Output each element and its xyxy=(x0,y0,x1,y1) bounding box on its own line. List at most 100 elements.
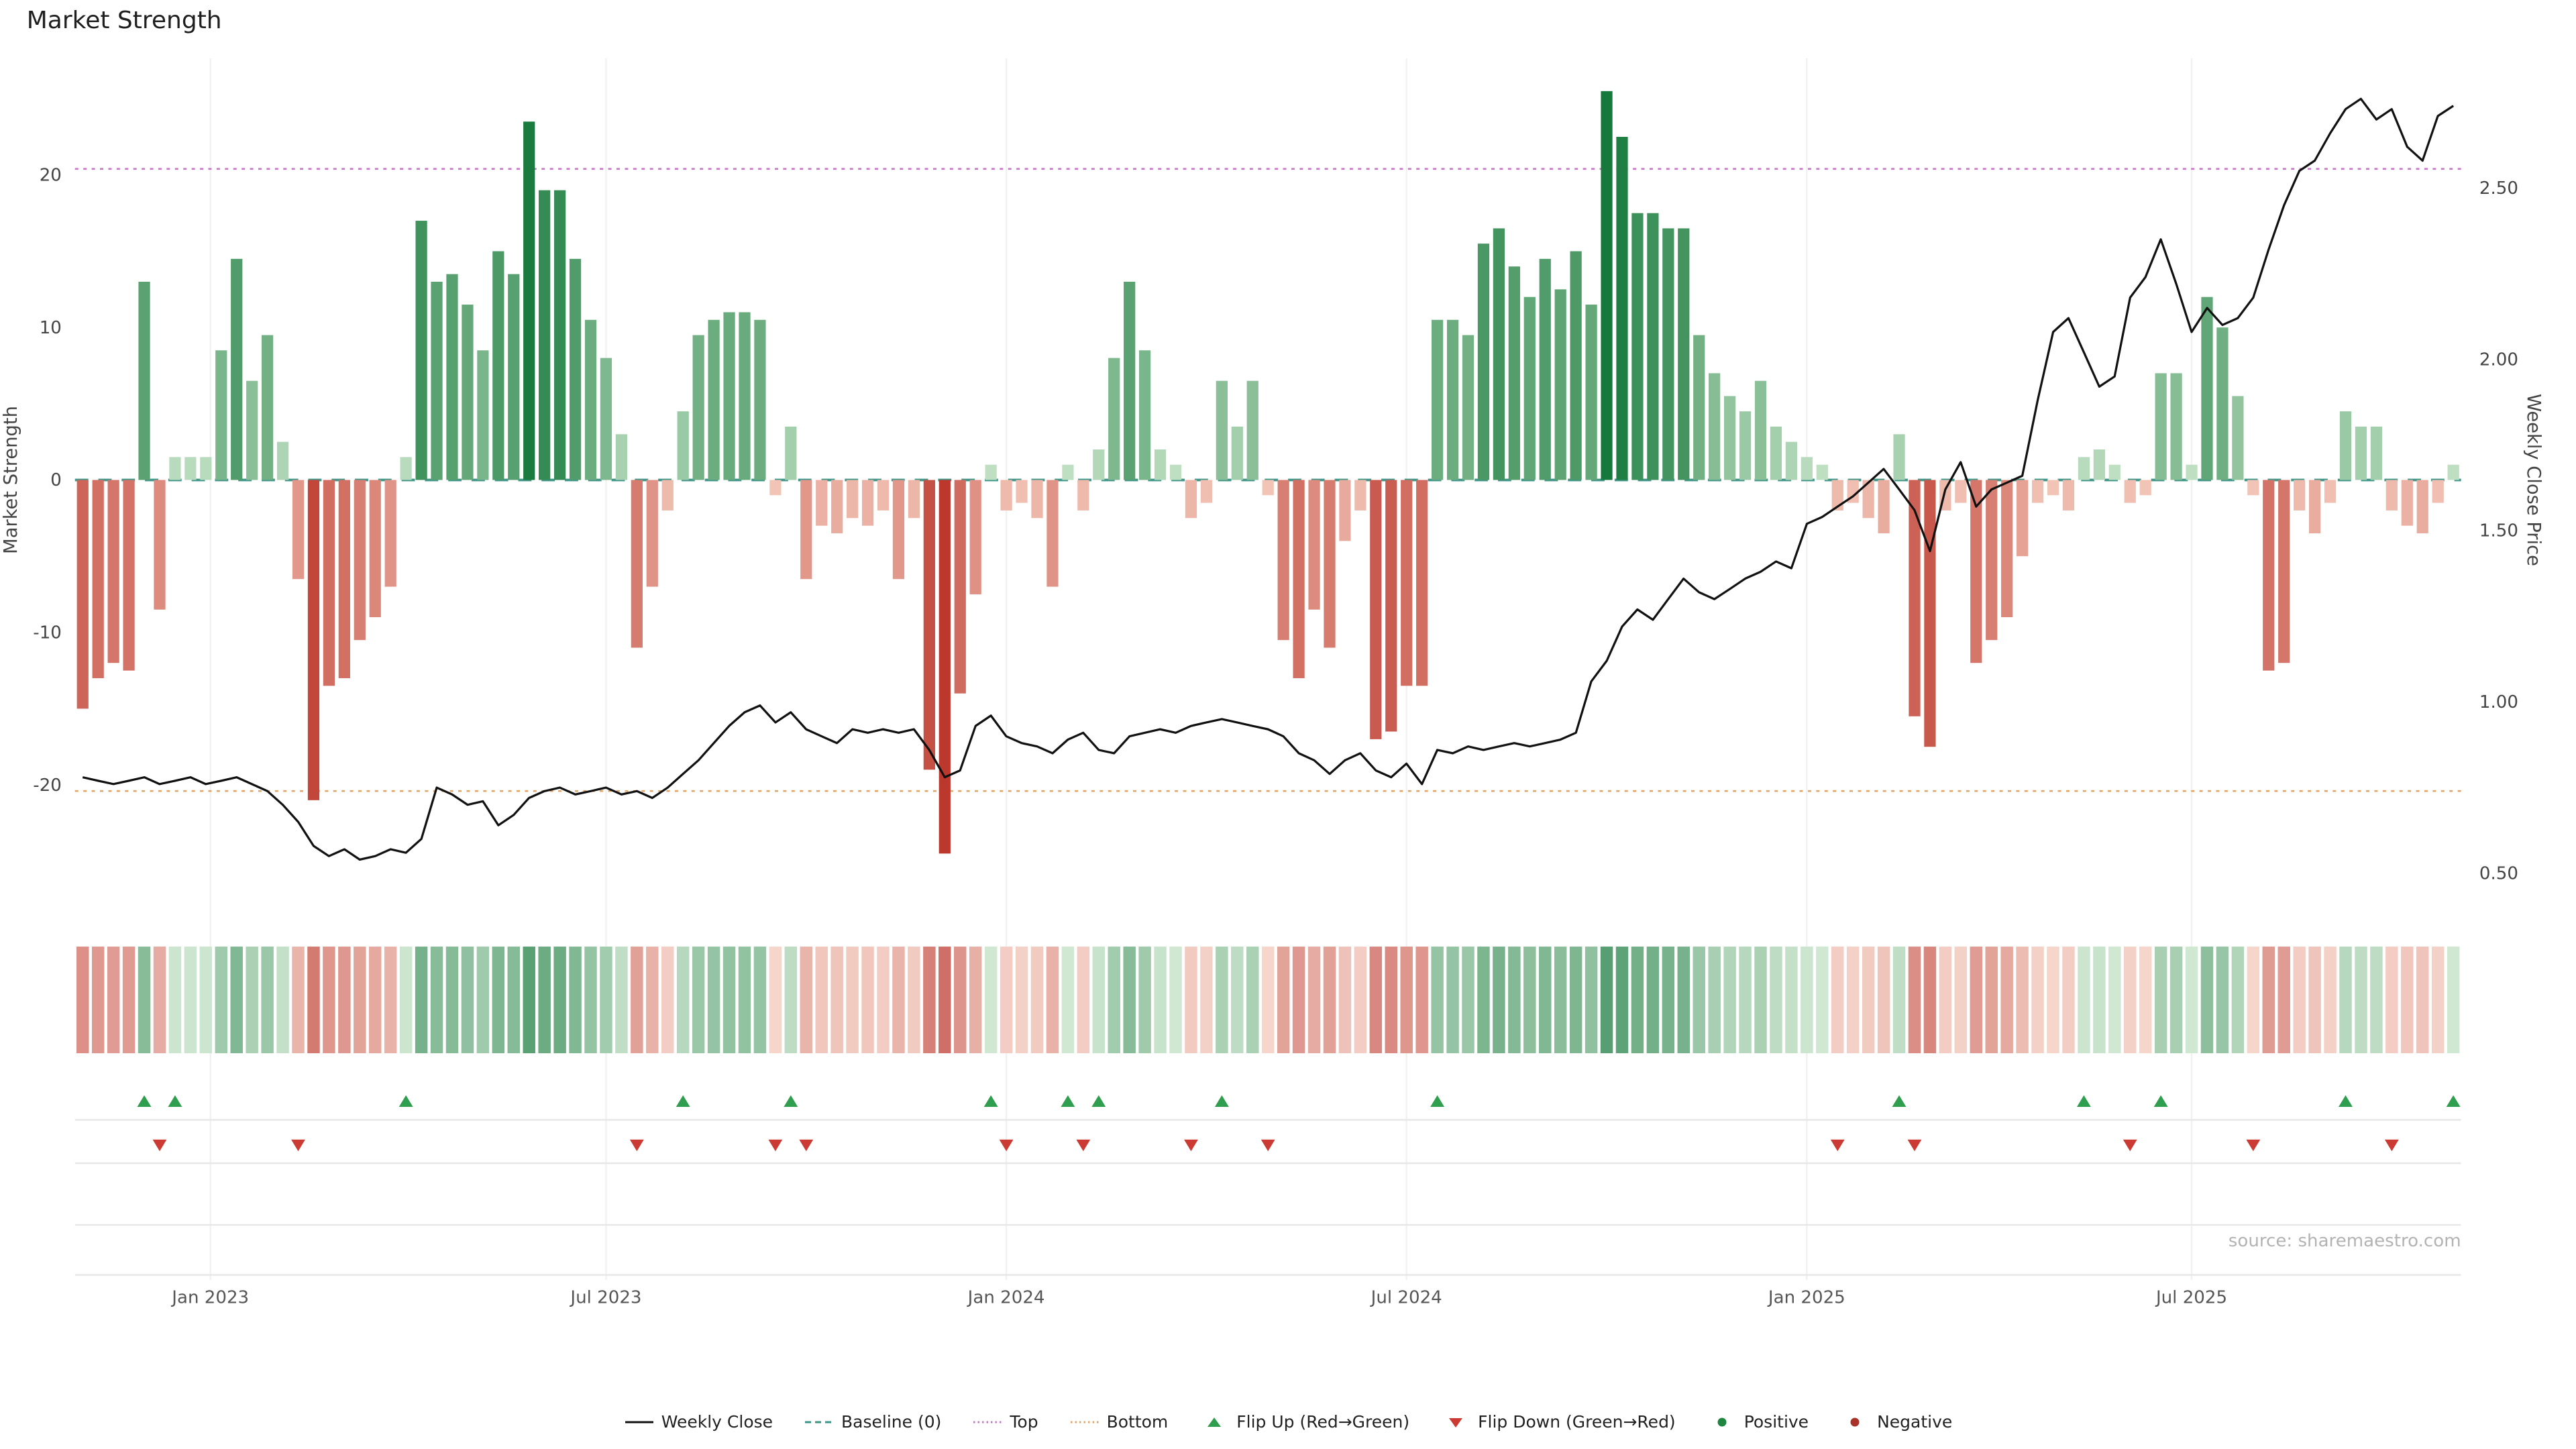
strength-bar xyxy=(785,426,797,480)
flip-down-marker xyxy=(629,1139,644,1152)
strength-bar xyxy=(307,480,320,800)
strength-bar xyxy=(1385,480,1397,732)
strength-bar xyxy=(462,305,474,480)
strength-bar xyxy=(1077,480,1089,511)
strength-bar xyxy=(708,319,720,480)
chart-legend: Weekly Close Baseline (0) Top Bottom Flip Up… xyxy=(0,1412,2576,1432)
strength-bar xyxy=(2355,426,2367,480)
strength-bar xyxy=(1709,373,1721,480)
strength-bar xyxy=(1293,480,1305,678)
flip-down-marker xyxy=(1184,1139,1198,1152)
strength-bar xyxy=(1324,480,1336,648)
heatmap-cell xyxy=(1138,947,1151,1054)
strength-bar xyxy=(1108,358,1120,480)
legend-symbol-top-icon xyxy=(973,1421,1002,1423)
strength-bar xyxy=(338,480,350,678)
flip-down-marker xyxy=(768,1139,783,1152)
heatmap-cell xyxy=(2047,947,2059,1054)
heatmap-cell xyxy=(1369,947,1383,1054)
heatmap-cell xyxy=(168,947,182,1054)
heatmap-cell xyxy=(461,947,474,1054)
strength-bar xyxy=(2093,449,2105,480)
legend-label: Flip Up (Red→Green) xyxy=(1236,1412,1410,1432)
strength-bar xyxy=(2047,480,2059,496)
strength-bar xyxy=(1723,396,1736,480)
heatmap-cell xyxy=(2000,947,2013,1054)
heatmap-cell xyxy=(1277,947,1290,1054)
heatmap-cell xyxy=(338,947,351,1054)
strength-bar xyxy=(1878,480,1890,534)
flip-up-marker xyxy=(2076,1095,2091,1108)
heatmap-cell xyxy=(1000,947,1013,1054)
flip-down-marker xyxy=(152,1139,167,1152)
strength-bar xyxy=(661,480,674,511)
weekly-close-line-layer xyxy=(82,97,2455,861)
source-note: source: sharemaestro.com xyxy=(2229,1231,2461,1251)
flip-down-marker xyxy=(1830,1139,1845,1152)
heatmap-cell xyxy=(2216,947,2229,1054)
legend-symbol-weekly-close-icon xyxy=(625,1421,653,1423)
legend-item-negative: Negative xyxy=(1839,1412,1952,1432)
flip-markers xyxy=(137,1095,2461,1152)
flip-up-marker xyxy=(1430,1095,1445,1108)
heatmap-cell xyxy=(1846,947,1860,1054)
strength-bar xyxy=(523,121,535,480)
heatmap-cell xyxy=(307,947,320,1054)
strength-bar xyxy=(369,480,381,618)
legend-symbol-bottom-icon xyxy=(1070,1421,1099,1423)
heatmap-cell xyxy=(2262,947,2275,1054)
flip-up-marker xyxy=(168,1095,182,1108)
heatmap-cell xyxy=(1385,947,1398,1054)
heatmap-cell xyxy=(415,947,428,1054)
strength-bar xyxy=(539,190,551,480)
chart-title: Market Strength xyxy=(27,7,222,34)
heatmap-cell xyxy=(1739,947,1752,1054)
left-axis-title: Market Strength xyxy=(1,406,21,554)
strength-bar xyxy=(615,434,628,480)
strength-bar xyxy=(816,480,828,526)
legend-item-positive: Positive xyxy=(1707,1412,1809,1432)
heatmap-cell xyxy=(600,947,612,1054)
heatmap-cell xyxy=(507,947,521,1054)
strength-bar xyxy=(431,281,443,480)
strength-bar xyxy=(1000,480,1012,511)
strength-bar xyxy=(2294,480,2306,511)
strength-bar xyxy=(646,480,658,587)
heatmap-cell xyxy=(1662,947,1675,1054)
left-axis-tick-label: -20 xyxy=(33,775,62,796)
strength-bar xyxy=(2216,327,2229,480)
heatmap-cell xyxy=(476,947,490,1054)
strength-bar xyxy=(1647,213,1659,480)
strength-bar xyxy=(2031,480,2044,503)
strength-bar xyxy=(1138,350,1151,480)
strength-bar xyxy=(2308,480,2321,534)
strength-bar xyxy=(354,480,366,641)
heatmap-cell xyxy=(523,947,535,1054)
heatmap-cell xyxy=(1939,947,1952,1054)
heatmap-cell xyxy=(445,947,459,1054)
heatmap-cell xyxy=(538,947,551,1054)
heatmap-cell xyxy=(877,947,890,1054)
heatmap-cell xyxy=(1400,947,1413,1054)
strength-bar xyxy=(231,258,243,480)
strength-bar xyxy=(969,480,981,594)
strength-bar xyxy=(877,480,890,511)
strength-bar xyxy=(2124,480,2136,503)
heatmap-cell xyxy=(2277,947,2290,1054)
heatmap-cell xyxy=(2078,947,2090,1054)
heatmap-cell xyxy=(1200,947,1213,1054)
strength-bar xyxy=(415,221,427,480)
heatmap-cell xyxy=(1431,947,1444,1054)
heatmap-cell xyxy=(1216,947,1228,1054)
heatmap-cell xyxy=(1985,947,1998,1054)
strength-bar xyxy=(800,480,812,580)
heatmap-cell xyxy=(1354,947,1367,1054)
strength-bar xyxy=(1216,380,1228,480)
strength-bar xyxy=(2432,480,2444,503)
strength-bar xyxy=(692,335,704,480)
heatmap-cell xyxy=(969,947,982,1054)
heatmap-cell xyxy=(584,947,597,1054)
strength-bar xyxy=(1554,289,1566,480)
flip-down-marker xyxy=(2384,1139,2399,1152)
heatmap-cell xyxy=(153,947,166,1054)
